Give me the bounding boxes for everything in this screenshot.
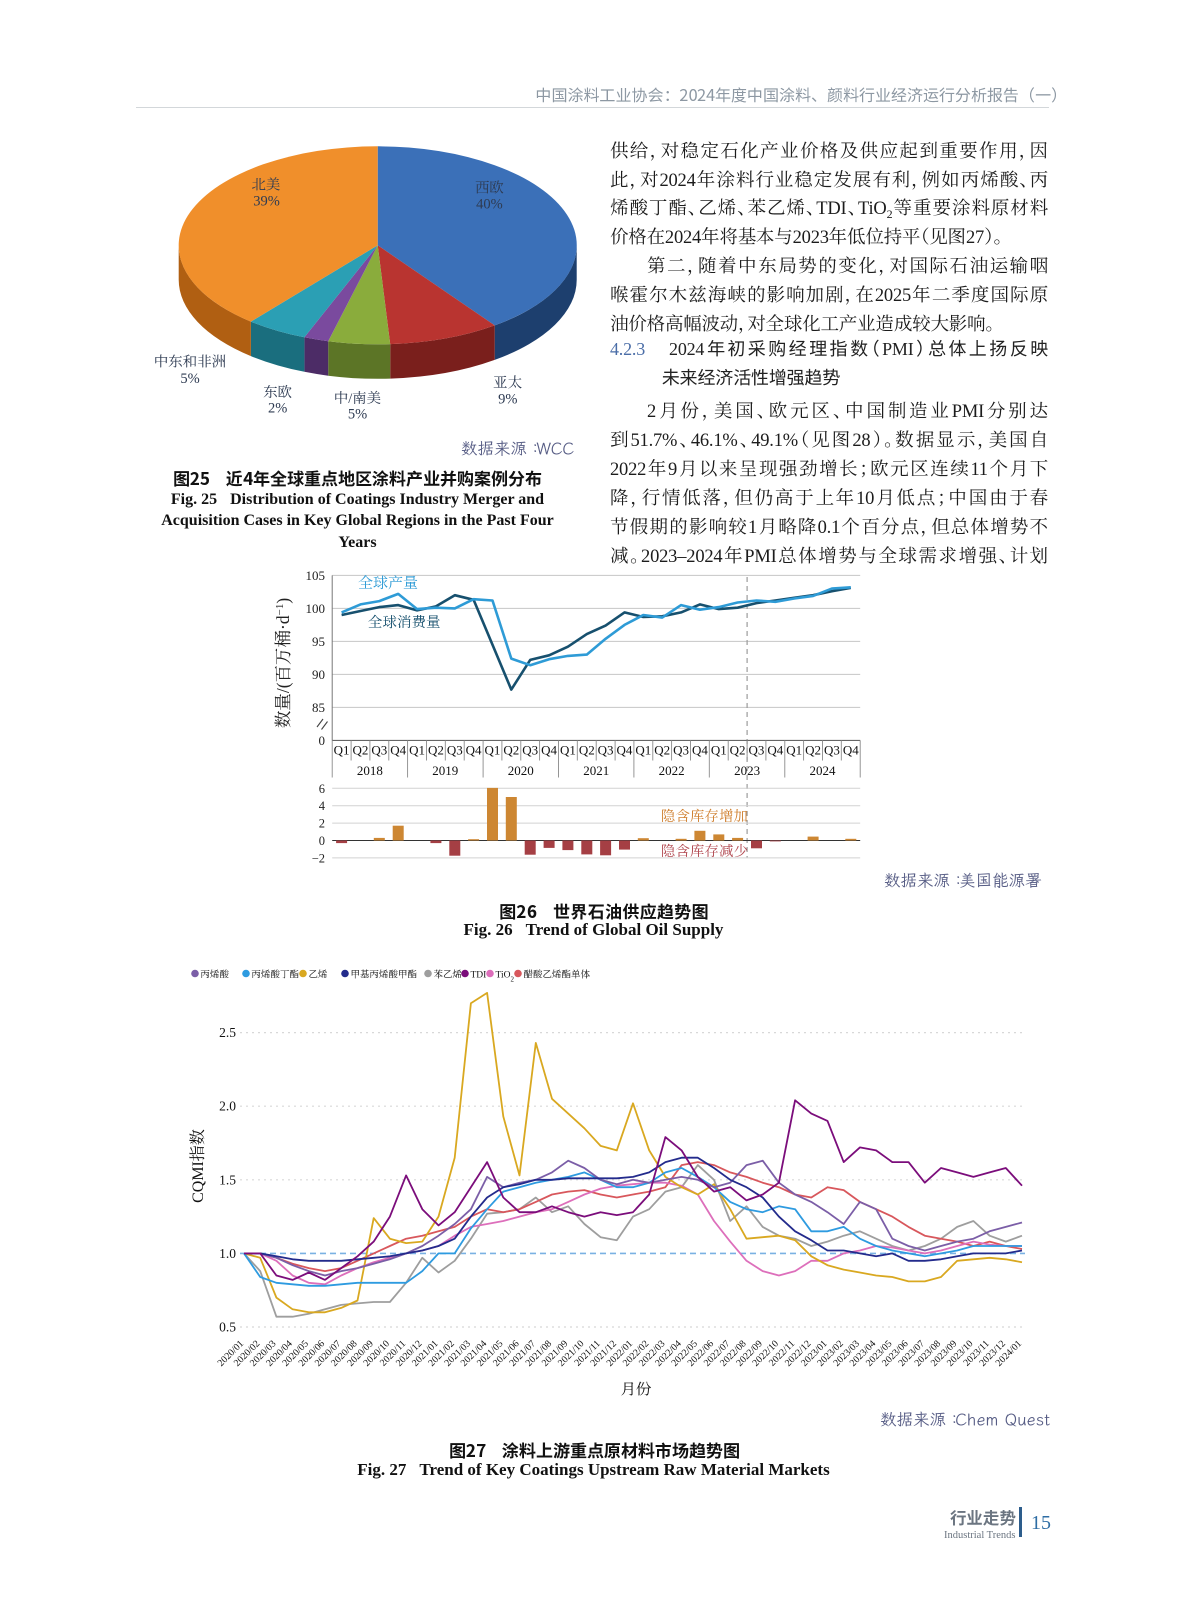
svg-text:2021: 2021 [583,763,609,778]
svg-text:东欧: 东欧 [263,384,292,401]
svg-text:Q2: Q2 [353,743,369,758]
svg-text:Q2: Q2 [730,743,746,758]
svg-text:2020: 2020 [508,763,534,778]
svg-text:40%: 40% [476,196,503,212]
svg-text:中东和非洲: 中东和非洲 [154,354,227,371]
svg-text:丙烯酸丁酯: 丙烯酸丁酯 [252,969,300,981]
svg-text:Q3: Q3 [522,743,538,758]
svg-text:TiO2: TiO2 [496,971,515,984]
svg-text:月份: 月份 [620,1382,652,1399]
svg-text:Q1: Q1 [409,743,425,758]
svg-text:北美: 北美 [252,177,281,194]
svg-text:0: 0 [319,834,325,848]
svg-text:2.5: 2.5 [219,1025,236,1040]
svg-text:2%: 2% [268,401,287,417]
svg-text:1.0: 1.0 [219,1246,236,1261]
svg-text:Q1: Q1 [560,743,576,758]
svg-text:0: 0 [319,733,326,748]
svg-text:乙烯: 乙烯 [309,969,328,981]
svg-text:Q2: Q2 [654,743,670,758]
svg-text:2019: 2019 [432,763,458,778]
svg-text:Q2: Q2 [503,743,519,758]
svg-text:Q3: Q3 [598,743,614,758]
svg-text:2: 2 [319,817,325,831]
svg-text:Q1: Q1 [635,743,651,758]
svg-text:亚太: 亚太 [493,375,522,392]
svg-text:TDI: TDI [471,971,487,981]
svg-text:5%: 5% [348,407,367,423]
svg-text:隐含库存减少: 隐含库存减少 [661,843,748,860]
svg-text:全球产量: 全球产量 [358,575,418,592]
svg-text:9%: 9% [498,391,517,407]
svg-text:39%: 39% [253,193,280,209]
svg-text:隐含库存增加: 隐含库存增加 [661,808,748,825]
svg-text:5%: 5% [180,371,199,387]
svg-text:Q4: Q4 [617,743,633,758]
svg-text:95: 95 [312,634,325,649]
svg-text:中/南美: 中/南美 [334,390,382,407]
svg-text:Q3: Q3 [824,743,840,758]
svg-text:Q4: Q4 [541,743,557,758]
svg-text:Q3: Q3 [673,743,689,758]
svg-text:6: 6 [319,782,325,796]
svg-text:Q3: Q3 [447,743,463,758]
svg-text:Q4: Q4 [692,743,708,758]
svg-text:Q3: Q3 [371,743,387,758]
svg-text:丙烯酸: 丙烯酸 [201,969,230,981]
svg-text:2024: 2024 [810,763,837,778]
svg-text:2023: 2023 [734,763,760,778]
svg-text:4: 4 [319,799,326,813]
svg-text:Q1: Q1 [334,743,350,758]
svg-text:Q4: Q4 [466,743,482,758]
svg-text:Q4: Q4 [767,743,783,758]
svg-text:2.0: 2.0 [219,1099,236,1114]
svg-text:90: 90 [312,667,325,682]
svg-text:0.5: 0.5 [219,1320,236,1335]
svg-text:2018: 2018 [357,763,383,778]
svg-text:Q2: Q2 [428,743,444,758]
svg-text:CQMI指数: CQMI指数 [189,1129,207,1203]
svg-text:Q1: Q1 [711,743,727,758]
svg-text:西欧: 西欧 [475,180,504,197]
svg-text:醋酸乙烯酯单体: 醋酸乙烯酯单体 [524,969,591,981]
svg-text:数量/(百万桶·d−1): 数量/(百万桶·d−1) [273,598,293,729]
svg-text:100: 100 [306,601,326,616]
svg-text:105: 105 [306,568,326,583]
svg-text:Q4: Q4 [390,743,406,758]
svg-text:85: 85 [312,700,325,715]
svg-text:1.5: 1.5 [219,1172,236,1187]
svg-text:−2: −2 [312,851,325,865]
svg-text:Q1: Q1 [786,743,802,758]
svg-text:甲基丙烯酸甲酯: 甲基丙烯酸甲酯 [351,969,418,981]
svg-text:苯乙烯: 苯乙烯 [434,969,463,981]
svg-text:Q3: Q3 [749,743,765,758]
svg-text:全球消费量: 全球消费量 [368,614,441,631]
svg-text:Q1: Q1 [485,743,501,758]
svg-text:2022: 2022 [659,763,685,778]
svg-text:Q2: Q2 [805,743,821,758]
svg-text:Q4: Q4 [843,743,859,758]
svg-text:Q2: Q2 [579,743,595,758]
